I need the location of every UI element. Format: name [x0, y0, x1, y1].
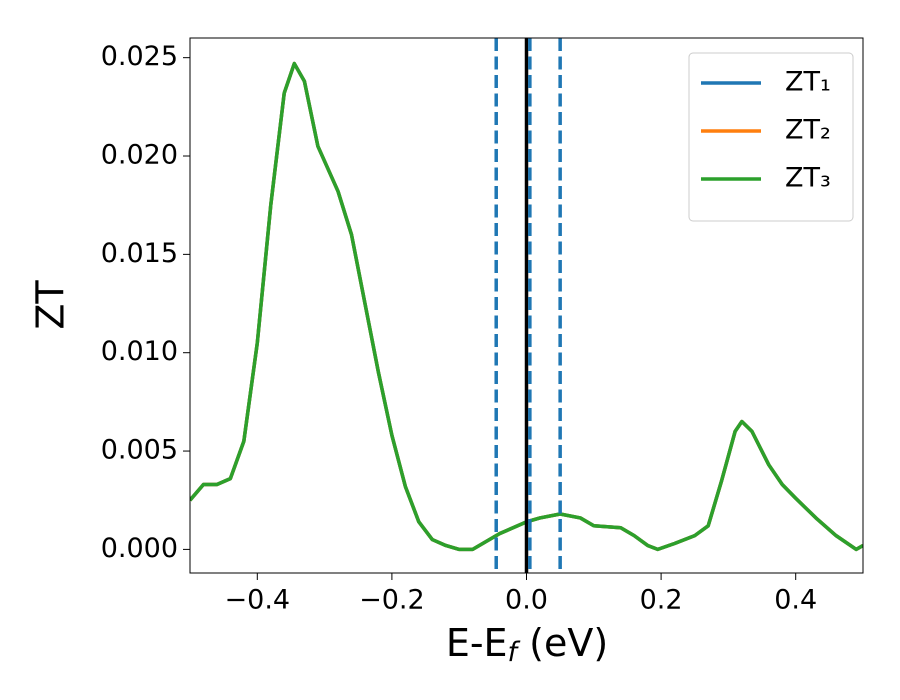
x-tick-label: −0.4 [225, 585, 291, 616]
x-label-unit: (eV) [517, 621, 608, 665]
legend-label: ZT₃ [785, 163, 831, 194]
y-tick-label: 0.020 [101, 140, 178, 171]
x-tick-label: 0.2 [640, 585, 683, 616]
y-tick-label: 0.005 [101, 435, 178, 466]
y-tick-label: 0.000 [101, 533, 178, 564]
y-tick-label: 0.025 [101, 41, 178, 72]
y-tick-label: 0.010 [101, 336, 178, 367]
x-tick-label: −0.2 [359, 585, 425, 616]
legend-label: ZT₂ [785, 115, 831, 146]
x-tick-label: 0.4 [774, 585, 817, 616]
legend-label: ZT₁ [785, 67, 831, 98]
plot [190, 38, 863, 573]
plot-frame [189, 37, 864, 574]
y-tick-label: 0.015 [101, 238, 178, 269]
series-line [190, 61, 863, 552]
x-tick-label: 0.0 [505, 585, 548, 616]
x-axis-label: E-Ef (eV) [446, 621, 608, 668]
x-label-main: E-E [446, 621, 508, 665]
y-axis-label: ZT [29, 280, 73, 330]
